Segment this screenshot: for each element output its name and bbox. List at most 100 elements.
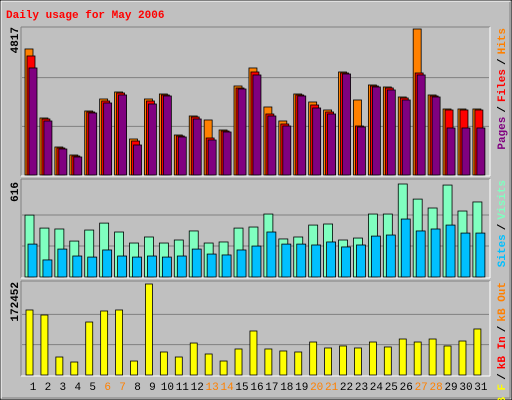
bar xyxy=(27,243,38,278)
bar xyxy=(148,103,157,176)
bar xyxy=(461,127,471,176)
chart-title: Daily usage for May 2006 xyxy=(6,10,164,22)
x-tick-label: 29 xyxy=(444,382,457,394)
bar xyxy=(476,127,486,176)
bar xyxy=(383,346,392,376)
bar xyxy=(416,74,426,176)
legend-entry: kB In xyxy=(497,336,509,369)
bar xyxy=(176,255,187,278)
bar xyxy=(161,256,172,278)
x-tick-label: 7 xyxy=(119,382,126,394)
x-tick-label: 25 xyxy=(385,382,398,394)
bar xyxy=(100,310,109,376)
bar xyxy=(281,243,292,278)
bar xyxy=(354,347,362,376)
bar xyxy=(103,102,113,176)
bar xyxy=(40,314,49,376)
bar xyxy=(431,96,441,176)
x-tick-label: 12 xyxy=(191,382,204,394)
bar xyxy=(413,341,422,376)
bar xyxy=(222,131,232,176)
bar xyxy=(401,99,411,176)
bar xyxy=(159,351,168,376)
bar xyxy=(249,330,258,376)
x-tick-label: 15 xyxy=(235,382,248,394)
x-tick-label: 9 xyxy=(149,382,156,394)
bar xyxy=(221,254,232,278)
legend-entry: Visits xyxy=(497,180,509,220)
bar xyxy=(57,248,68,278)
y-max-label: 172452 xyxy=(10,282,22,322)
x-tick-label: 11 xyxy=(176,382,190,394)
bar xyxy=(55,356,64,376)
bar xyxy=(206,253,217,278)
bar xyxy=(162,95,172,176)
x-tick-label: 2 xyxy=(45,382,52,394)
bar xyxy=(234,348,243,376)
bar xyxy=(326,241,337,278)
bar xyxy=(339,345,347,376)
bar xyxy=(145,283,153,376)
bar xyxy=(446,127,456,176)
bar xyxy=(130,360,138,376)
bar xyxy=(296,243,307,278)
bar xyxy=(236,249,247,278)
legend-separator: / xyxy=(497,223,509,230)
x-tick-label: 5 xyxy=(89,382,96,394)
bar xyxy=(311,244,322,278)
bar xyxy=(473,328,482,376)
bar xyxy=(324,347,333,376)
x-tick-label: 4 xyxy=(74,382,81,394)
bar xyxy=(415,230,426,278)
x-tick-label: 17 xyxy=(265,382,278,394)
bar xyxy=(204,353,213,376)
x-tick-label: 28 xyxy=(430,382,443,394)
legend-entry: Sites xyxy=(497,234,509,267)
bar xyxy=(460,232,471,278)
bar xyxy=(189,342,198,376)
x-tick-label: 16 xyxy=(250,382,263,394)
bar xyxy=(177,136,187,176)
bar xyxy=(267,115,277,176)
x-tick-label: 13 xyxy=(206,382,219,394)
bar xyxy=(430,228,441,278)
legend: Sites / Visits xyxy=(497,180,509,267)
bar xyxy=(207,139,217,176)
bar xyxy=(42,259,53,278)
bar xyxy=(115,309,123,376)
x-tick-label: 24 xyxy=(370,382,384,394)
bar xyxy=(309,341,318,376)
bar xyxy=(174,356,183,376)
bar xyxy=(264,348,273,376)
bar xyxy=(370,235,381,278)
legend: Pages / Files / Hits xyxy=(497,28,509,150)
x-tick-label: 30 xyxy=(459,382,472,394)
x-tick-label: 31 xyxy=(474,382,488,394)
bar xyxy=(443,345,452,376)
bar xyxy=(191,248,202,278)
x-tick-label: 20 xyxy=(310,382,323,394)
bar xyxy=(368,341,377,376)
x-tick-label: 6 xyxy=(104,382,111,394)
bar xyxy=(147,255,157,278)
bar xyxy=(445,224,456,278)
x-tick-label: 22 xyxy=(340,382,353,394)
bar xyxy=(87,256,98,278)
bar xyxy=(70,361,79,376)
y-max-label: 616 xyxy=(10,182,22,202)
bar xyxy=(25,309,34,376)
legend-entry: kB F xyxy=(497,384,509,400)
bar xyxy=(371,86,381,176)
x-tick-label: 21 xyxy=(325,382,339,394)
bar xyxy=(43,120,53,176)
x-tick-label: 27 xyxy=(415,382,428,394)
bar xyxy=(398,338,407,376)
bar xyxy=(58,148,68,176)
legend: kB F / kB In / kB Out xyxy=(497,282,509,400)
bar xyxy=(85,321,94,376)
legend-entry: Hits xyxy=(497,28,509,54)
bar xyxy=(400,218,411,278)
bar xyxy=(252,74,262,176)
bar xyxy=(357,126,366,176)
y-max-label: 4817 xyxy=(10,27,22,53)
